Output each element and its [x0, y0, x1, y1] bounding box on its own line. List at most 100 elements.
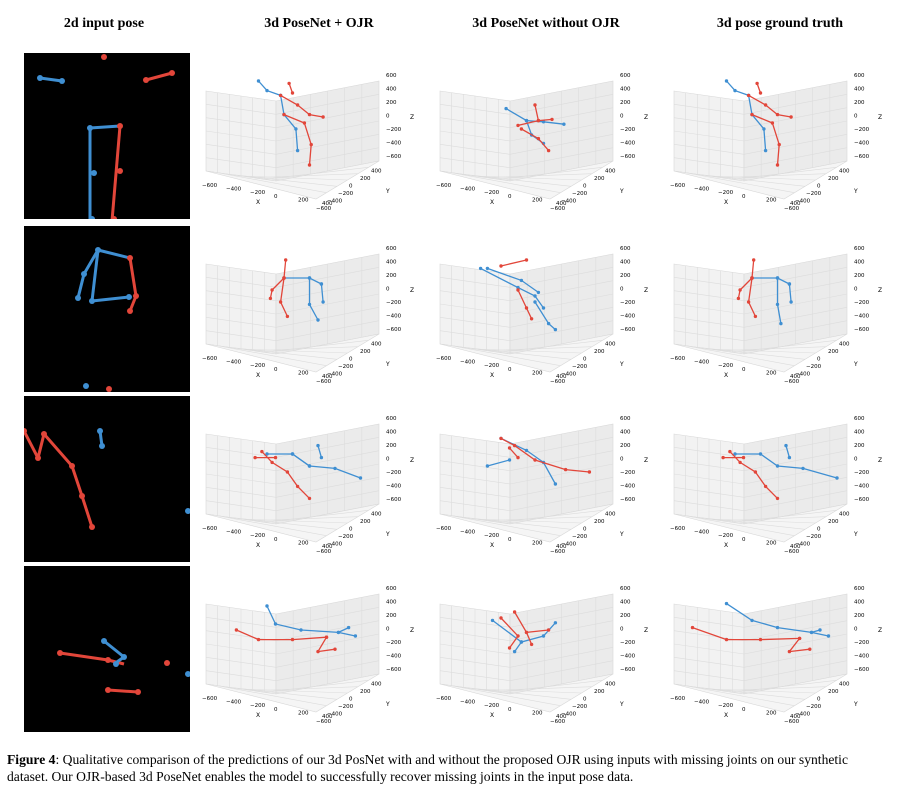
skeleton-joint: [808, 647, 812, 651]
x-tick-label: −200: [718, 190, 734, 196]
skeleton-joint: [294, 127, 298, 131]
joint: [106, 386, 112, 392]
y-tick-label: −200: [572, 704, 588, 710]
gridline: [486, 173, 593, 178]
skeleton-joint: [777, 142, 781, 147]
z-tick-label: −600: [854, 327, 870, 333]
z-tick-label: −200: [620, 640, 636, 646]
z-tick-label: −400: [386, 141, 402, 147]
gridline: [474, 688, 582, 694]
skeleton-joint: [553, 327, 558, 332]
z-tick-label: 600: [620, 586, 631, 592]
z-tick-label: 400: [620, 430, 631, 436]
skeleton-joint: [755, 81, 759, 86]
skeleton-joint: [789, 300, 793, 304]
y-tick-label: −600: [784, 206, 800, 212]
joint: [81, 271, 87, 277]
z-tick-label: −200: [620, 127, 636, 133]
y-tick-label: 0: [583, 357, 587, 363]
x-tick-label: −400: [694, 530, 710, 536]
skeleton-joint: [319, 455, 324, 460]
skeleton-joint: [512, 649, 517, 654]
skeleton-joint: [478, 266, 483, 271]
z-tick-label: 600: [620, 73, 631, 79]
skeleton-joint: [533, 294, 537, 298]
z-tick-label: 600: [386, 246, 397, 252]
skeleton-joint: [724, 601, 729, 606]
header-2d-input-pose: 2d input pose: [63, 16, 145, 31]
gridline: [439, 147, 614, 168]
skeleton-joint: [775, 163, 780, 167]
x-tick-label: 0: [274, 707, 278, 713]
gridline: [205, 490, 380, 511]
z-tick-label: −400: [854, 314, 870, 320]
z-axis-label: Z: [410, 114, 414, 121]
skeleton-joint: [835, 476, 839, 480]
z-tick-label: 400: [620, 87, 631, 93]
y-tick-label: −400: [327, 712, 343, 718]
gridline: [673, 490, 848, 511]
z-tick-label: 400: [854, 260, 865, 266]
x-tick-label: −600: [202, 696, 218, 702]
z-tick-label: 0: [854, 627, 858, 633]
joint: [75, 295, 81, 301]
pane: [439, 673, 614, 713]
z-tick-label: 600: [854, 73, 865, 79]
z-tick-label: 400: [854, 600, 865, 606]
z-axis-label: Z: [410, 627, 414, 634]
skeleton-joint: [253, 455, 257, 460]
y-tick-label: −400: [561, 542, 577, 548]
y-tick-label: −600: [316, 719, 332, 725]
gridline: [240, 518, 348, 524]
y-tick-label: −200: [806, 534, 822, 540]
z-tick-label: 400: [386, 600, 397, 606]
gridline: [732, 167, 837, 180]
skeleton-joint: [753, 314, 758, 319]
gridline: [673, 147, 848, 168]
y-tick-label: 200: [828, 176, 839, 182]
skeleton-joint: [533, 103, 537, 107]
z-tick-label: −600: [854, 667, 870, 673]
skeleton-joint: [762, 127, 766, 131]
joint: [41, 431, 47, 437]
skeleton-bone: [748, 94, 792, 118]
y-tick-label: 200: [828, 689, 839, 695]
z-tick-label: 0: [386, 457, 390, 463]
skeleton-joint: [724, 637, 729, 642]
skeleton-joint: [536, 290, 541, 295]
gridline: [720, 173, 827, 178]
z-tick-label: 0: [620, 627, 624, 633]
skeleton-bone: [534, 104, 540, 121]
z-axis-label: Z: [878, 457, 882, 464]
skeleton-joint: [485, 266, 490, 271]
joint: [185, 508, 190, 514]
skeleton-joint: [309, 142, 313, 147]
y-axis-label: Y: [385, 188, 390, 195]
skeleton-bone: [292, 453, 310, 467]
y-tick-label: −400: [795, 199, 811, 205]
skeleton-joint: [750, 112, 754, 117]
y-tick-label: 0: [583, 697, 587, 703]
x-tick-label: 200: [532, 370, 543, 376]
skeleton-joint: [809, 630, 814, 635]
y-tick-label: −200: [338, 704, 354, 710]
y-tick-label: −600: [550, 206, 566, 212]
skeleton-joint: [507, 446, 512, 450]
gridline: [217, 172, 327, 193]
gridline: [451, 515, 561, 536]
gridline: [252, 516, 359, 521]
z-axis-label: Z: [644, 114, 648, 121]
x-tick-label: 0: [274, 194, 278, 200]
bone: [90, 249, 100, 302]
x-tick-label: 200: [766, 197, 777, 203]
skeleton-joint: [516, 123, 520, 128]
gridline: [474, 518, 582, 524]
skeleton-joint: [787, 649, 792, 654]
skeleton-joint: [278, 93, 283, 98]
bone: [80, 495, 94, 528]
skeleton-joint: [733, 88, 737, 93]
y-tick-label: 200: [594, 176, 605, 182]
y-tick-label: −600: [784, 719, 800, 725]
x-tick-label: −600: [670, 183, 686, 189]
x-tick-label: 200: [766, 710, 777, 716]
